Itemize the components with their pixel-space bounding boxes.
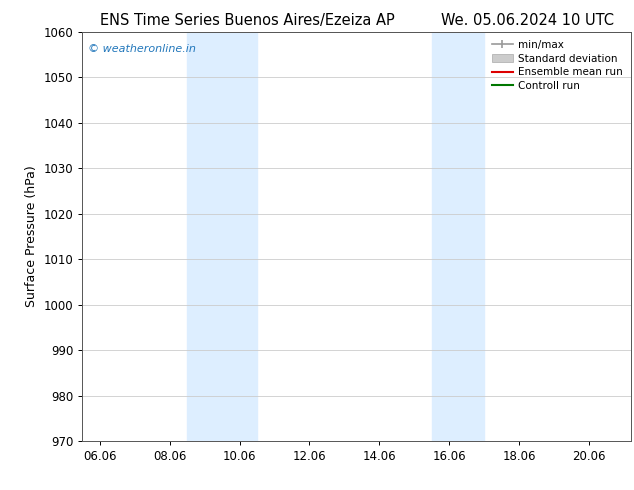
Bar bbox=[432, 32, 484, 441]
Y-axis label: Surface Pressure (hPa): Surface Pressure (hPa) bbox=[25, 166, 38, 307]
Bar bbox=[187, 32, 257, 441]
Title: ENS Time Series Buenos Aires/Ezeiza AP          We. 05.06.2024 10 UTC: ENS Time Series Buenos Aires/Ezeiza AP W… bbox=[100, 13, 614, 28]
Text: © weatheronline.in: © weatheronline.in bbox=[88, 44, 196, 54]
Legend: min/max, Standard deviation, Ensemble mean run, Controll run: min/max, Standard deviation, Ensemble me… bbox=[489, 37, 626, 94]
